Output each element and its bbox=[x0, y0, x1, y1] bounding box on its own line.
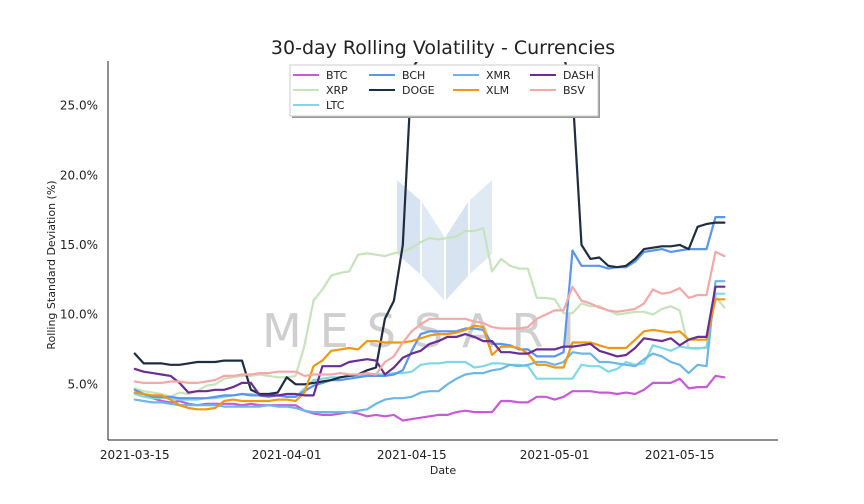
legend-label-xrp: XRP bbox=[326, 84, 348, 97]
axes: 5.0% 10.0% 15.0% 20.0% 25.0% 2021-03-15 2021-0… bbox=[60, 61, 778, 462]
legend-label-btc: BTC bbox=[326, 69, 348, 82]
y-tick-label: 10.0% bbox=[60, 308, 98, 322]
series-line-btc bbox=[133, 374, 726, 422]
series-line-bch bbox=[133, 216, 726, 400]
series-line-doge bbox=[133, 62, 726, 396]
legend-label-ltc: LTC bbox=[326, 99, 345, 112]
x-tick-label: 2021-03-15 bbox=[100, 448, 170, 462]
legend-label-bch: BCH bbox=[402, 69, 425, 82]
y-tick-label: 20.0% bbox=[60, 168, 98, 182]
x-tick-label: 2021-04-01 bbox=[252, 448, 322, 462]
legend-label-bsv: BSV bbox=[563, 84, 585, 97]
y-tick-label: 15.0% bbox=[60, 238, 98, 252]
y-tick-label: 25.0% bbox=[60, 99, 98, 113]
legend-label-dash: DASH bbox=[563, 69, 594, 82]
series-line-bsv bbox=[133, 250, 726, 384]
series-line-xmr bbox=[133, 280, 726, 414]
series-line-dash bbox=[133, 285, 726, 397]
y-axis-label: Rolling Standard Deviation (%) bbox=[45, 180, 58, 349]
x-axis-label: Date bbox=[430, 464, 457, 477]
messari-logo-mark bbox=[397, 180, 492, 300]
chart-title: 30-day Rolling Volatility - Currencies bbox=[271, 37, 615, 59]
x-tick-label: 2021-05-15 bbox=[645, 448, 715, 462]
x-tick-label: 2021-05-01 bbox=[520, 448, 590, 462]
y-tick-label: 5.0% bbox=[68, 377, 99, 391]
legend-label-doge: DOGE bbox=[402, 84, 435, 97]
x-tick-label: 2021-04-15 bbox=[377, 448, 447, 462]
series-layer bbox=[133, 62, 726, 422]
legend-label-xmr: XMR bbox=[486, 69, 511, 82]
legend-label-xlm: XLM bbox=[486, 84, 509, 97]
series-line-xlm bbox=[133, 298, 726, 411]
series-line-xrp bbox=[133, 227, 726, 398]
legend: BTC XRP LTC BCH DOGE XMR XLM DASH BSV bbox=[289, 64, 600, 118]
